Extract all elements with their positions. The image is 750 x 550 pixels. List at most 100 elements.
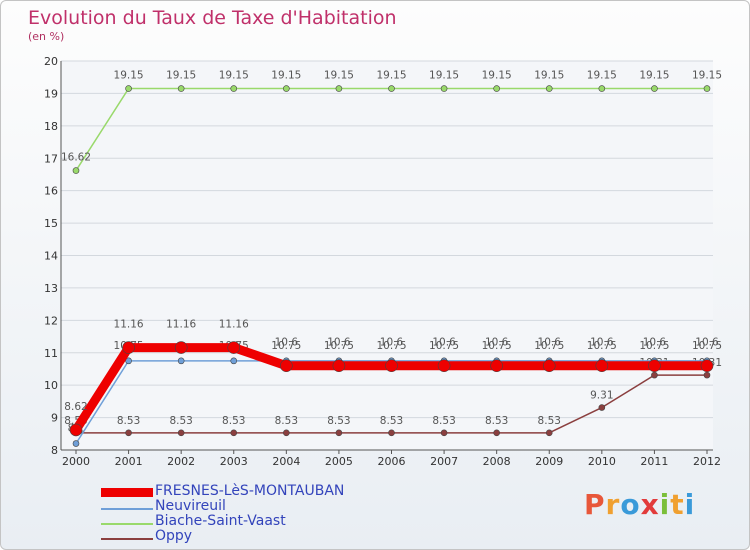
data-label: 10.75	[639, 340, 669, 352]
data-point	[388, 85, 395, 92]
data-label: 8.53	[327, 415, 350, 427]
legend-swatch	[101, 523, 153, 525]
data-point	[440, 85, 448, 92]
data-point	[703, 85, 711, 92]
data-point	[493, 429, 500, 437]
data-label: 9.31	[590, 390, 613, 402]
data-point	[227, 341, 241, 354]
data-label: 8.53	[485, 415, 508, 427]
data-point	[125, 357, 132, 365]
legend-swatch	[101, 508, 153, 510]
data-label: 10.6	[643, 337, 667, 349]
logo-letter: i	[684, 488, 696, 521]
x-tick-label: 2000	[62, 455, 90, 468]
data-label: 8.53	[432, 415, 455, 427]
data-point	[335, 429, 343, 437]
x-tick-label: 2009	[535, 455, 563, 468]
data-label: 10.6	[327, 337, 351, 349]
data-label: 19.15	[324, 70, 354, 82]
data-label: 8.53	[169, 415, 192, 427]
y-tick-label: 10	[44, 379, 58, 392]
data-point	[490, 359, 503, 373]
data-label: 19.15	[482, 70, 512, 82]
y-tick-label: 19	[44, 87, 58, 100]
data-label: 16.62	[61, 152, 91, 164]
data-label: 19.15	[587, 70, 617, 82]
logo-letter: i	[659, 488, 671, 521]
data-point	[72, 440, 80, 447]
x-tick-label: 2001	[115, 455, 143, 468]
data-label: 8.53	[117, 415, 140, 427]
data-label: 8.53	[538, 415, 561, 427]
data-point	[177, 429, 185, 437]
data-point	[388, 429, 395, 437]
data-point	[385, 359, 398, 373]
data-label: 19.15	[219, 70, 249, 82]
data-label: 10.75	[376, 340, 406, 352]
data-point	[335, 85, 343, 92]
data-label: 10.6	[275, 337, 299, 349]
y-tick-label: 9	[51, 412, 58, 425]
x-tick-label: 2002	[167, 455, 195, 468]
data-label: 8.53	[222, 415, 245, 427]
data-label: 19.15	[376, 70, 406, 82]
data-point	[280, 359, 293, 373]
x-tick-label: 2004	[272, 455, 300, 468]
x-tick-label: 2007	[430, 455, 458, 468]
logo-letter: r	[605, 488, 621, 521]
data-label: 10.75	[482, 340, 512, 352]
data-label: 10.6	[695, 337, 719, 349]
data-label: 10.6	[485, 337, 509, 349]
legend-label: Biache-Saint-Vaast	[155, 513, 286, 529]
x-tick-label: 2003	[220, 455, 248, 468]
data-label: 10.6	[538, 337, 562, 349]
logo-letter: o	[620, 488, 641, 521]
x-tick-label: 2012	[693, 455, 721, 468]
data-point	[230, 429, 238, 437]
y-tick-label: 17	[44, 152, 58, 165]
data-point	[493, 85, 500, 92]
x-tick-label: 2006	[378, 455, 406, 468]
data-point	[545, 429, 553, 437]
series-group: 16.62 19.15 19.15 19.15 19.15 19.15 19.15 19.15…	[61, 70, 722, 174]
data-label: 10.75	[534, 340, 564, 352]
data-label: 11.16	[166, 319, 196, 331]
data-point	[440, 429, 448, 437]
data-label: 10.6	[432, 337, 456, 349]
data-point	[177, 357, 185, 365]
data-point	[595, 359, 609, 373]
legend-label: Oppy	[155, 528, 193, 544]
logo-letter: P	[584, 488, 606, 521]
y-tick-label: 15	[44, 217, 58, 230]
y-tick-label: 8	[51, 444, 58, 457]
data-point	[125, 85, 132, 92]
data-label: 19.15	[114, 70, 144, 82]
data-point	[125, 429, 132, 437]
data-point	[598, 404, 606, 411]
chart-subtitle: (en %)	[28, 30, 65, 43]
x-tick-label: 2011	[640, 455, 668, 468]
data-point	[230, 357, 238, 365]
data-label: 10.6	[590, 337, 614, 349]
x-tick-label: 2005	[325, 455, 353, 468]
data-label: 11.16	[114, 319, 144, 331]
data-label: 10.75	[692, 340, 722, 352]
data-label: 19.15	[166, 70, 196, 82]
data-point	[648, 359, 661, 373]
data-point	[230, 85, 238, 92]
data-point	[700, 359, 714, 373]
y-tick-label: 13	[44, 282, 58, 295]
data-point	[598, 85, 606, 92]
x-tick-label: 2008	[483, 455, 511, 468]
data-point	[332, 359, 346, 373]
data-point	[437, 359, 451, 373]
logo-letter: x	[640, 488, 660, 521]
data-label: 19.15	[271, 70, 301, 82]
data-label: 19.15	[429, 70, 459, 82]
data-point	[542, 359, 556, 373]
data-point	[69, 423, 83, 437]
x-tick-label: 2010	[588, 455, 616, 468]
data-point	[72, 167, 80, 174]
